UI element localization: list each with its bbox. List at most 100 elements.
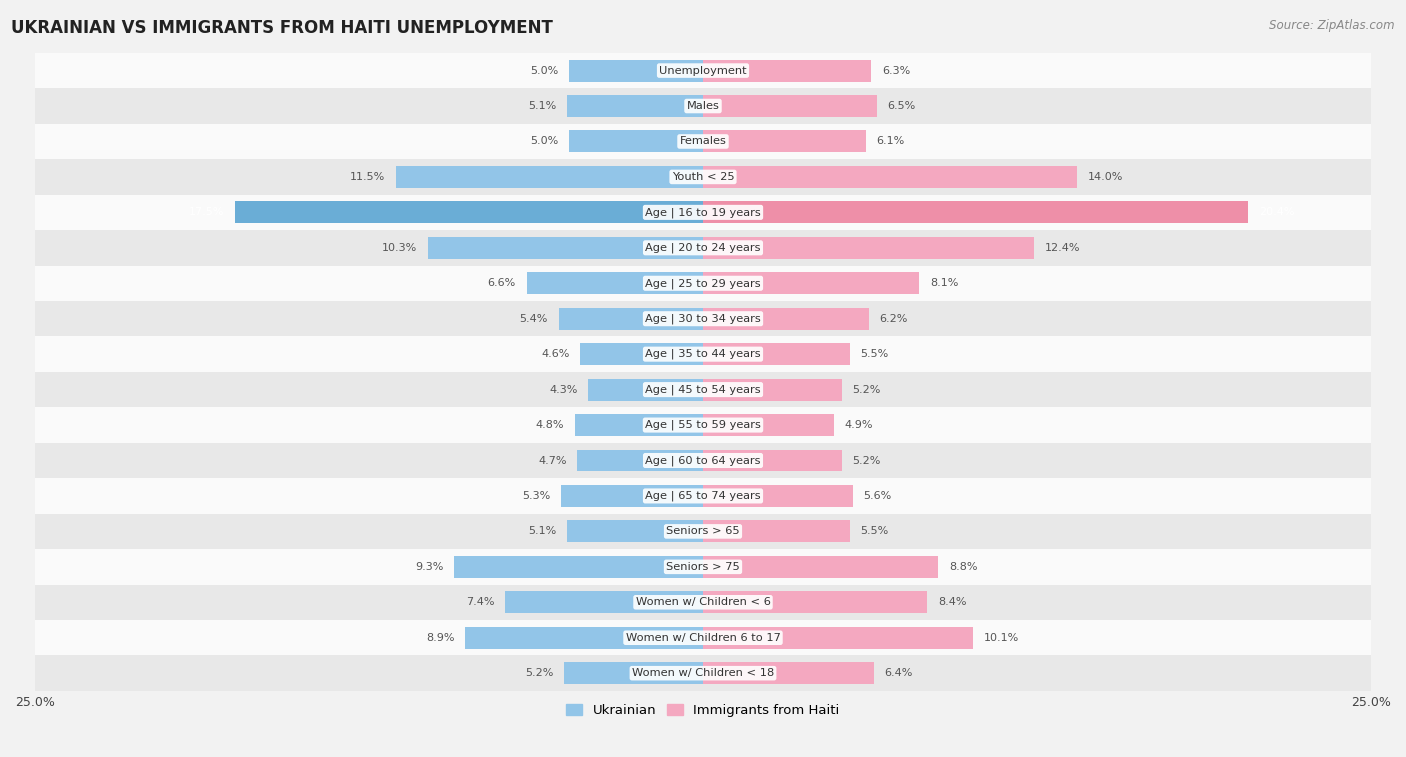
- Bar: [35, 407, 1371, 443]
- Text: Age | 20 to 24 years: Age | 20 to 24 years: [645, 242, 761, 253]
- Bar: [703, 166, 1077, 188]
- Bar: [35, 443, 1371, 478]
- Bar: [35, 656, 1371, 691]
- Text: Source: ZipAtlas.com: Source: ZipAtlas.com: [1270, 19, 1395, 32]
- Bar: [703, 520, 851, 542]
- Bar: [395, 166, 703, 188]
- Text: Males: Males: [686, 101, 720, 111]
- Bar: [35, 584, 1371, 620]
- Text: UKRAINIAN VS IMMIGRANTS FROM HAITI UNEMPLOYMENT: UKRAINIAN VS IMMIGRANTS FROM HAITI UNEMP…: [11, 19, 553, 37]
- Text: 10.3%: 10.3%: [382, 243, 418, 253]
- Bar: [703, 95, 877, 117]
- Bar: [454, 556, 703, 578]
- Text: 10.1%: 10.1%: [984, 633, 1019, 643]
- Bar: [588, 378, 703, 400]
- Text: 4.8%: 4.8%: [536, 420, 564, 430]
- Text: 5.1%: 5.1%: [527, 101, 555, 111]
- Text: 5.6%: 5.6%: [863, 491, 891, 501]
- Text: Age | 30 to 34 years: Age | 30 to 34 years: [645, 313, 761, 324]
- Text: Youth < 25: Youth < 25: [672, 172, 734, 182]
- Bar: [35, 266, 1371, 301]
- Bar: [703, 627, 973, 649]
- Text: Age | 60 to 64 years: Age | 60 to 64 years: [645, 455, 761, 466]
- Text: 8.4%: 8.4%: [938, 597, 967, 607]
- Text: 5.2%: 5.2%: [524, 668, 554, 678]
- Bar: [703, 556, 938, 578]
- Text: Age | 25 to 29 years: Age | 25 to 29 years: [645, 278, 761, 288]
- Text: Age | 35 to 44 years: Age | 35 to 44 years: [645, 349, 761, 360]
- Bar: [703, 237, 1035, 259]
- Bar: [35, 123, 1371, 159]
- Bar: [35, 549, 1371, 584]
- Bar: [569, 130, 703, 152]
- Text: Women w/ Children < 18: Women w/ Children < 18: [631, 668, 775, 678]
- Bar: [35, 336, 1371, 372]
- Bar: [35, 372, 1371, 407]
- Bar: [703, 343, 851, 365]
- Bar: [558, 308, 703, 330]
- Bar: [703, 378, 842, 400]
- Text: Age | 65 to 74 years: Age | 65 to 74 years: [645, 491, 761, 501]
- Bar: [567, 520, 703, 542]
- Bar: [581, 343, 703, 365]
- Text: 4.7%: 4.7%: [538, 456, 567, 466]
- Text: 4.6%: 4.6%: [541, 349, 569, 359]
- Bar: [703, 273, 920, 294]
- Text: 4.3%: 4.3%: [548, 385, 578, 394]
- Text: 5.2%: 5.2%: [852, 456, 882, 466]
- Text: 5.5%: 5.5%: [860, 526, 889, 537]
- Text: 8.9%: 8.9%: [426, 633, 454, 643]
- Text: 5.0%: 5.0%: [530, 66, 558, 76]
- Bar: [575, 414, 703, 436]
- Bar: [35, 195, 1371, 230]
- Text: 5.4%: 5.4%: [520, 313, 548, 324]
- Bar: [35, 89, 1371, 123]
- Bar: [561, 485, 703, 507]
- Text: Age | 45 to 54 years: Age | 45 to 54 years: [645, 385, 761, 395]
- Text: 8.1%: 8.1%: [931, 279, 959, 288]
- Bar: [703, 308, 869, 330]
- Text: 7.4%: 7.4%: [465, 597, 495, 607]
- Bar: [703, 60, 872, 82]
- Text: Seniors > 75: Seniors > 75: [666, 562, 740, 572]
- Text: 17.5%: 17.5%: [190, 207, 225, 217]
- Text: 6.1%: 6.1%: [877, 136, 905, 146]
- Text: 5.3%: 5.3%: [523, 491, 551, 501]
- Text: 5.2%: 5.2%: [852, 385, 882, 394]
- Text: 11.5%: 11.5%: [350, 172, 385, 182]
- Bar: [703, 414, 834, 436]
- Bar: [564, 662, 703, 684]
- Text: Women w/ Children < 6: Women w/ Children < 6: [636, 597, 770, 607]
- Text: Seniors > 65: Seniors > 65: [666, 526, 740, 537]
- Text: 5.1%: 5.1%: [527, 526, 555, 537]
- Bar: [569, 60, 703, 82]
- Bar: [35, 159, 1371, 195]
- Text: 5.5%: 5.5%: [860, 349, 889, 359]
- Bar: [35, 620, 1371, 656]
- Bar: [427, 237, 703, 259]
- Bar: [465, 627, 703, 649]
- Bar: [235, 201, 703, 223]
- Text: 6.4%: 6.4%: [884, 668, 912, 678]
- Bar: [578, 450, 703, 472]
- Bar: [703, 485, 852, 507]
- Text: Age | 55 to 59 years: Age | 55 to 59 years: [645, 420, 761, 430]
- Bar: [703, 662, 875, 684]
- Bar: [505, 591, 703, 613]
- Text: Women w/ Children 6 to 17: Women w/ Children 6 to 17: [626, 633, 780, 643]
- Bar: [527, 273, 703, 294]
- Bar: [703, 450, 842, 472]
- Text: Females: Females: [679, 136, 727, 146]
- Bar: [35, 478, 1371, 514]
- Text: 6.6%: 6.6%: [488, 279, 516, 288]
- Bar: [35, 301, 1371, 336]
- Text: 9.3%: 9.3%: [415, 562, 444, 572]
- Bar: [35, 230, 1371, 266]
- Text: Age | 16 to 19 years: Age | 16 to 19 years: [645, 207, 761, 217]
- Text: 20.4%: 20.4%: [1258, 207, 1295, 217]
- Text: 5.0%: 5.0%: [530, 136, 558, 146]
- Text: 12.4%: 12.4%: [1045, 243, 1081, 253]
- Bar: [35, 514, 1371, 549]
- Bar: [703, 130, 866, 152]
- Text: 8.8%: 8.8%: [949, 562, 977, 572]
